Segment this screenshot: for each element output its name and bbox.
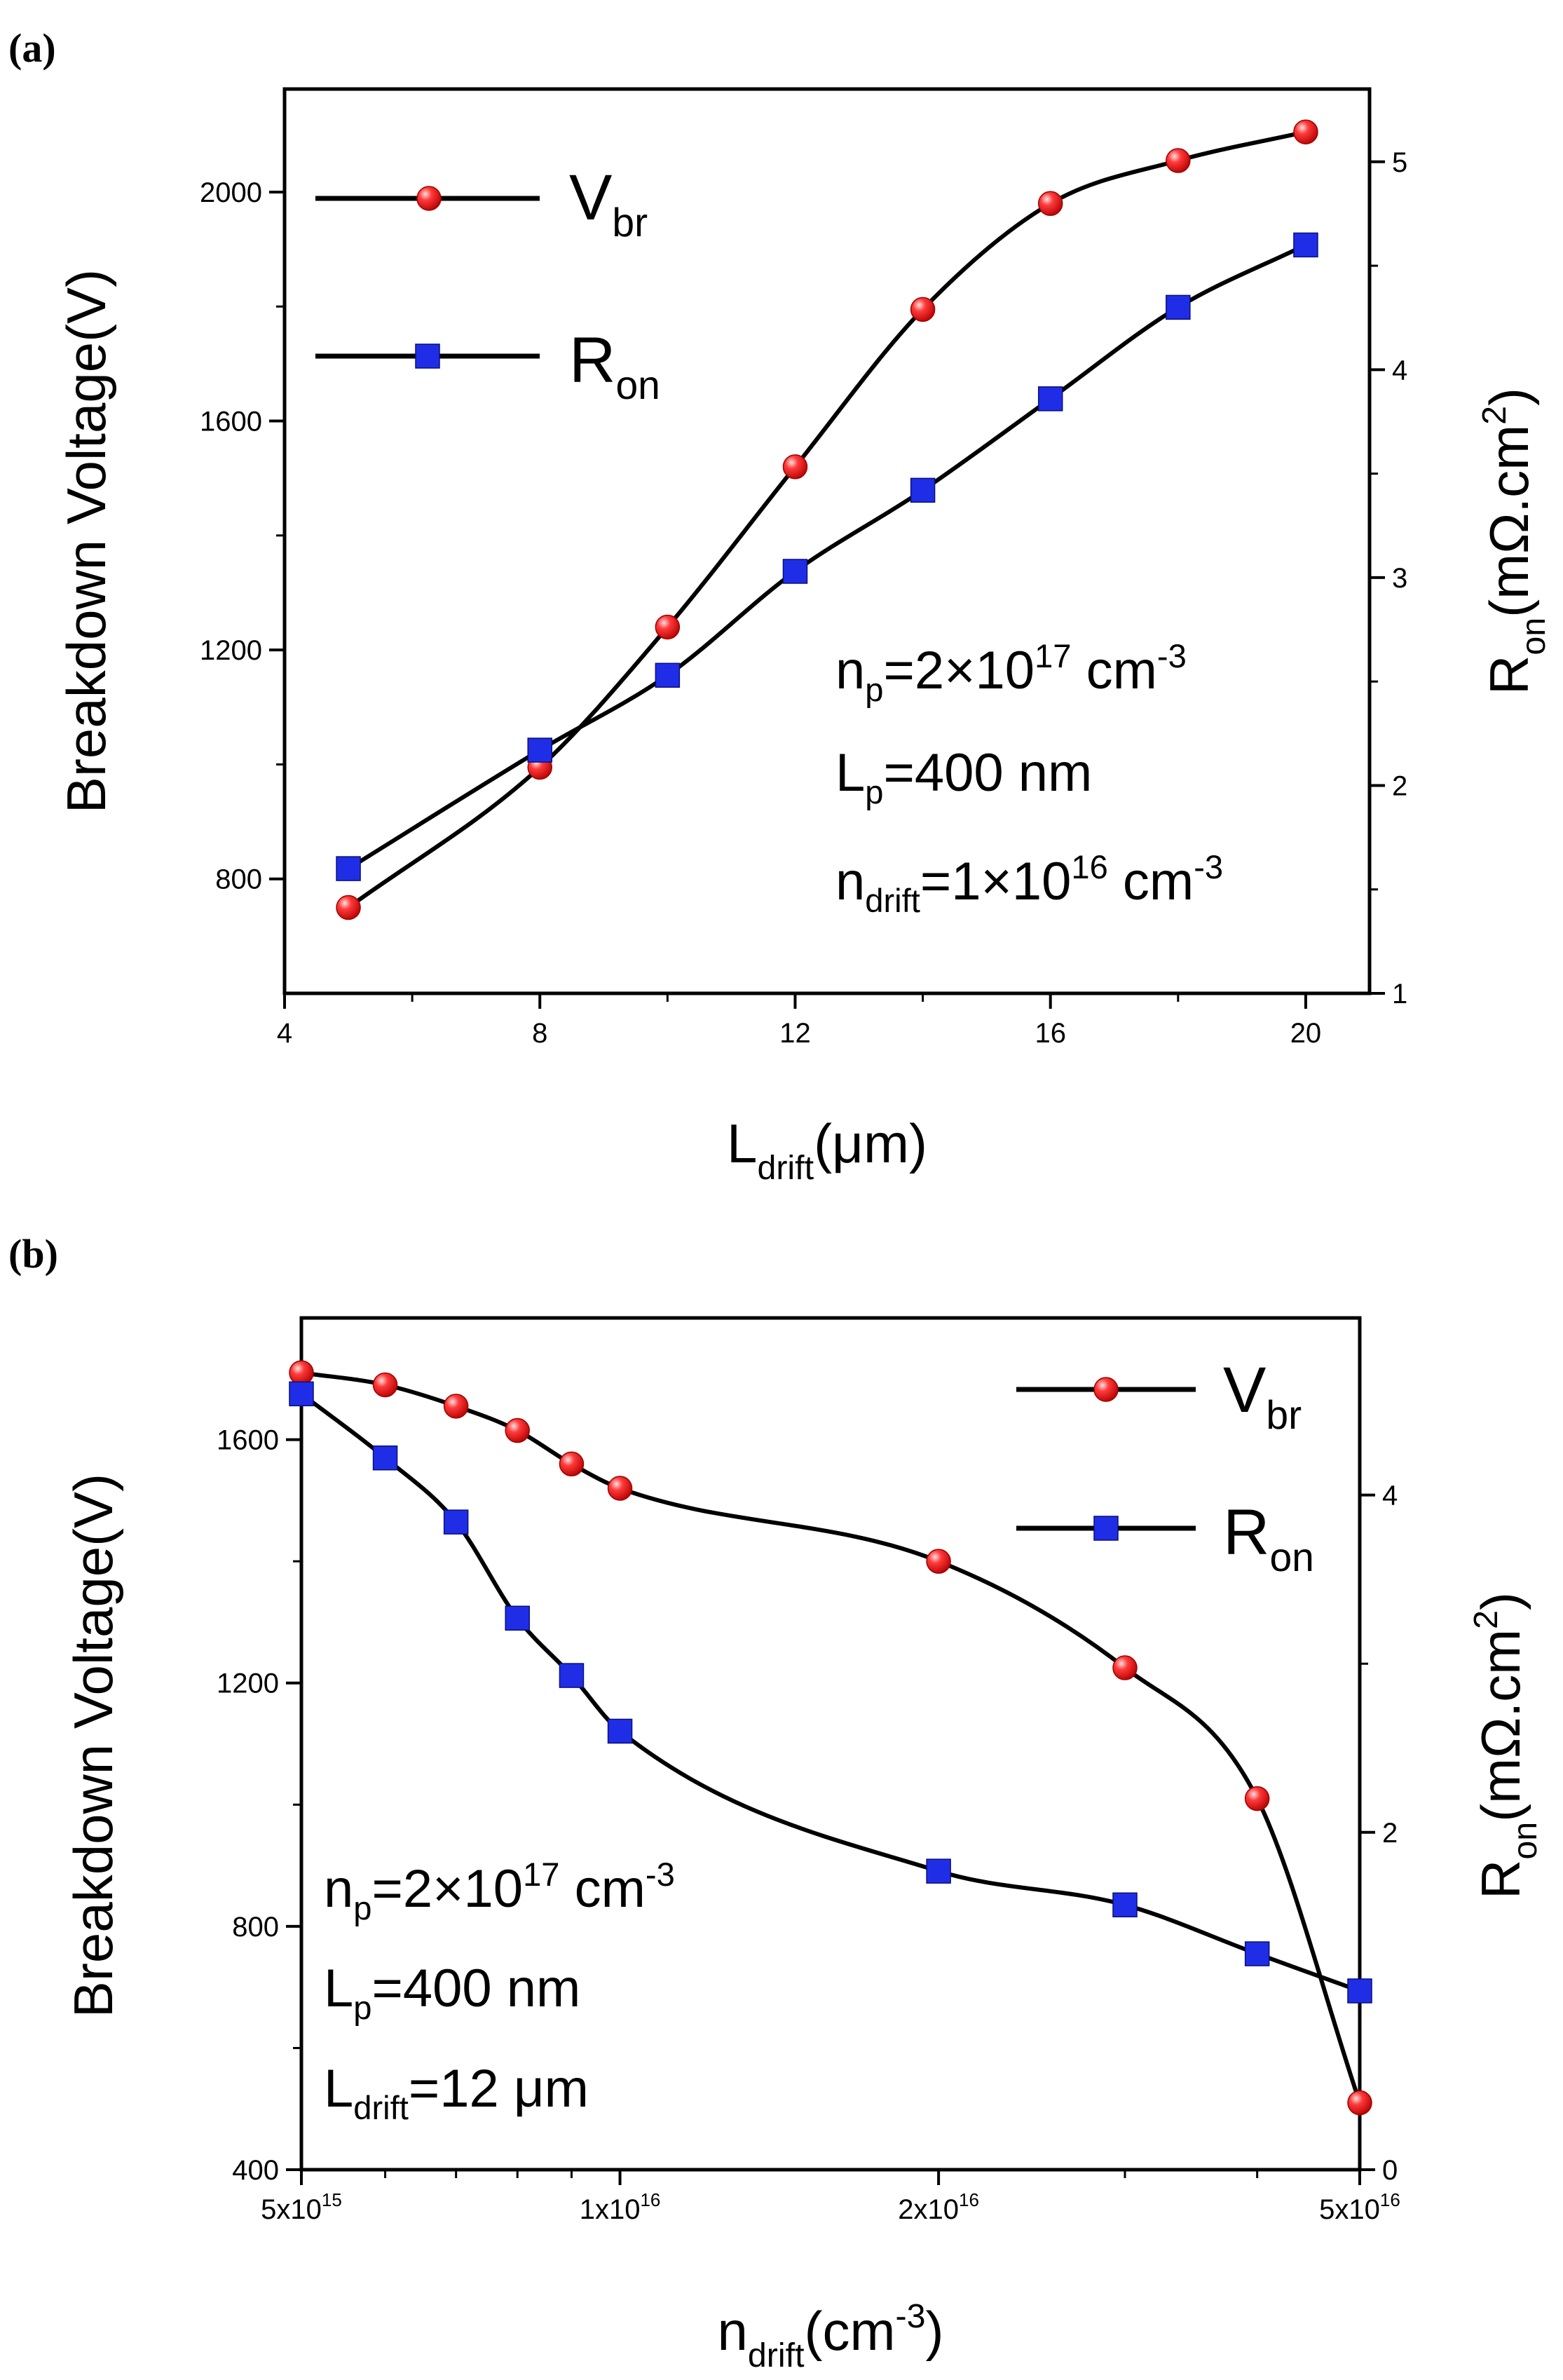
panel-b: (b) 5x1015 1x1016 2x1016 5x1016 400 800 1200 16… xyxy=(8,1231,1544,2374)
x-tick-label: 5x1016 xyxy=(1319,2189,1400,2225)
y-right-tick-label: 3 xyxy=(1392,563,1407,594)
ron-point xyxy=(1293,232,1318,258)
series-line-Ron xyxy=(300,1392,1361,1993)
panel-b-ylabel-right: Ron(mΩ.cm2) xyxy=(1467,1592,1544,1899)
y-left-tick-label: 1200 xyxy=(200,635,262,666)
ron-point xyxy=(559,1663,585,1688)
y-left-tick-label: 800 xyxy=(232,1912,279,1943)
vbr-point xyxy=(782,454,808,480)
panel-a-plot-frame xyxy=(282,87,1372,995)
y-right-tick-label: 4 xyxy=(1392,355,1407,386)
panel-b-axes: 5x1015 1x1016 2x1016 5x1016 400 800 1200 1600 0 2… xyxy=(217,1425,1400,2225)
series-line-Vbr xyxy=(347,130,1306,909)
vbr-point xyxy=(655,614,681,640)
panel-a-marks xyxy=(336,119,1318,920)
vbr-point xyxy=(926,1549,951,1574)
y-right-tick-label: 0 xyxy=(1382,2155,1398,2186)
x-tick-label: 12 xyxy=(779,1018,811,1049)
ron-point xyxy=(505,1605,530,1631)
legend-a-vbr-marker xyxy=(416,186,442,211)
ron-point xyxy=(527,737,552,763)
ron-point xyxy=(336,856,361,881)
vbr-point xyxy=(505,1417,530,1443)
ron-point xyxy=(372,1445,398,1471)
vbr-point xyxy=(336,895,361,920)
vbr-point xyxy=(289,1360,314,1385)
series-line-Ron xyxy=(347,243,1307,871)
vbr-point xyxy=(443,1394,469,1419)
vbr-point xyxy=(1244,1786,1270,1811)
annotation-a-ndrift: ndrift=1×1016 cm-3 xyxy=(835,848,1223,919)
y-left-tick-label: 800 xyxy=(215,864,262,895)
panel-b-plot-frame xyxy=(299,1316,1362,2172)
panel-a-label: (a) xyxy=(8,25,56,71)
ron-point xyxy=(782,559,808,584)
x-tick-label: 8 xyxy=(532,1018,547,1049)
y-right-tick-label: 2 xyxy=(1392,770,1407,801)
vbr-point xyxy=(1293,119,1318,144)
annotation-a-lp: Lp=400 nm xyxy=(835,743,1092,810)
legend-b-vbr-marker xyxy=(1093,1377,1119,1402)
y-right-tick-label: 5 xyxy=(1392,147,1407,178)
vbr-point xyxy=(910,297,936,322)
vbr-point xyxy=(1347,2090,1372,2116)
legend-a-vbr-text: Vbr xyxy=(569,162,648,245)
vbr-point xyxy=(1112,1655,1138,1680)
annotation-b-np: np=2×1017 cm-3 xyxy=(324,1856,675,1926)
y-left-tick-label: 1600 xyxy=(217,1425,279,1456)
x-tick-label: 2x1016 xyxy=(898,2189,979,2225)
vbr-point xyxy=(1037,191,1063,217)
x-tick-label: 5x1015 xyxy=(261,2189,342,2225)
vbr-point xyxy=(372,1372,398,1398)
panel-b-label: (b) xyxy=(8,1231,58,1277)
ron-point xyxy=(443,1509,469,1535)
ron-point xyxy=(655,662,681,688)
x-tick-label: 1x1016 xyxy=(580,2189,661,2225)
legend-b-ron-text: Ron xyxy=(1223,1497,1314,1580)
vbr-point xyxy=(559,1451,585,1477)
y-left-tick-label: 1200 xyxy=(217,1668,279,1699)
x-tick-label: 20 xyxy=(1290,1018,1322,1049)
x-tick-label: 16 xyxy=(1035,1018,1066,1049)
ron-point xyxy=(1166,294,1191,320)
annotation-b-lp: Lp=400 nm xyxy=(324,1959,580,2026)
panel-b-legend: Vbr Ron xyxy=(1016,1354,1314,1580)
panel-a-ylabel-right: Ron(mΩ.cm2) xyxy=(1475,388,1552,695)
y-right-tick-label: 1 xyxy=(1392,979,1407,1009)
panel-a-lines xyxy=(347,130,1307,909)
panel-b-marks xyxy=(289,1360,1372,2116)
ron-point xyxy=(289,1381,314,1407)
panel-a-ylabel-left: Breakdown Voltage(V) xyxy=(55,269,117,813)
panel-b-annotations: np=2×1017 cm-3 Lp=400 nm Ldrift=12 μm xyxy=(324,1856,675,2126)
y-right-tick-label: 2 xyxy=(1382,1818,1398,1849)
legend-b-vbr-text: Vbr xyxy=(1223,1354,1302,1438)
ron-point xyxy=(1037,386,1063,412)
vbr-point xyxy=(607,1476,633,1501)
panel-a-annotations: np=2×1017 cm-3 Lp=400 nm ndrift=1×1016 c… xyxy=(835,637,1223,919)
panel-a-legend: Vbr Ron xyxy=(315,162,660,408)
annotation-a-np: np=2×1017 cm-3 xyxy=(835,637,1187,708)
vbr-point xyxy=(1166,148,1191,173)
x-tick-label: 4 xyxy=(277,1018,292,1049)
panel-b-xlabel: ndrift(cm-3) xyxy=(718,2297,944,2374)
y-left-tick-label: 400 xyxy=(232,2155,279,2186)
panel-b-ylabel-left: Breakdown Voltage(V) xyxy=(62,1474,124,2018)
y-right-tick-label: 4 xyxy=(1382,1481,1398,1511)
ron-point xyxy=(607,1718,633,1744)
legend-a-ron-text: Ron xyxy=(569,325,660,408)
ron-point xyxy=(1112,1892,1138,1918)
y-left-tick-label: 2000 xyxy=(200,177,262,208)
legend-a-ron-marker xyxy=(415,344,440,369)
ron-point xyxy=(910,477,936,503)
ron-point xyxy=(926,1858,951,1884)
ron-point xyxy=(1244,1941,1270,1966)
y-left-tick-label: 1600 xyxy=(200,407,262,437)
ron-point xyxy=(1347,1978,1372,2004)
legend-b-ron-marker xyxy=(1093,1516,1119,1541)
panel-a-xlabel: Ldrift(μm) xyxy=(727,1113,927,1187)
annotation-b-ldrift: Ldrift=12 μm xyxy=(324,2059,589,2126)
